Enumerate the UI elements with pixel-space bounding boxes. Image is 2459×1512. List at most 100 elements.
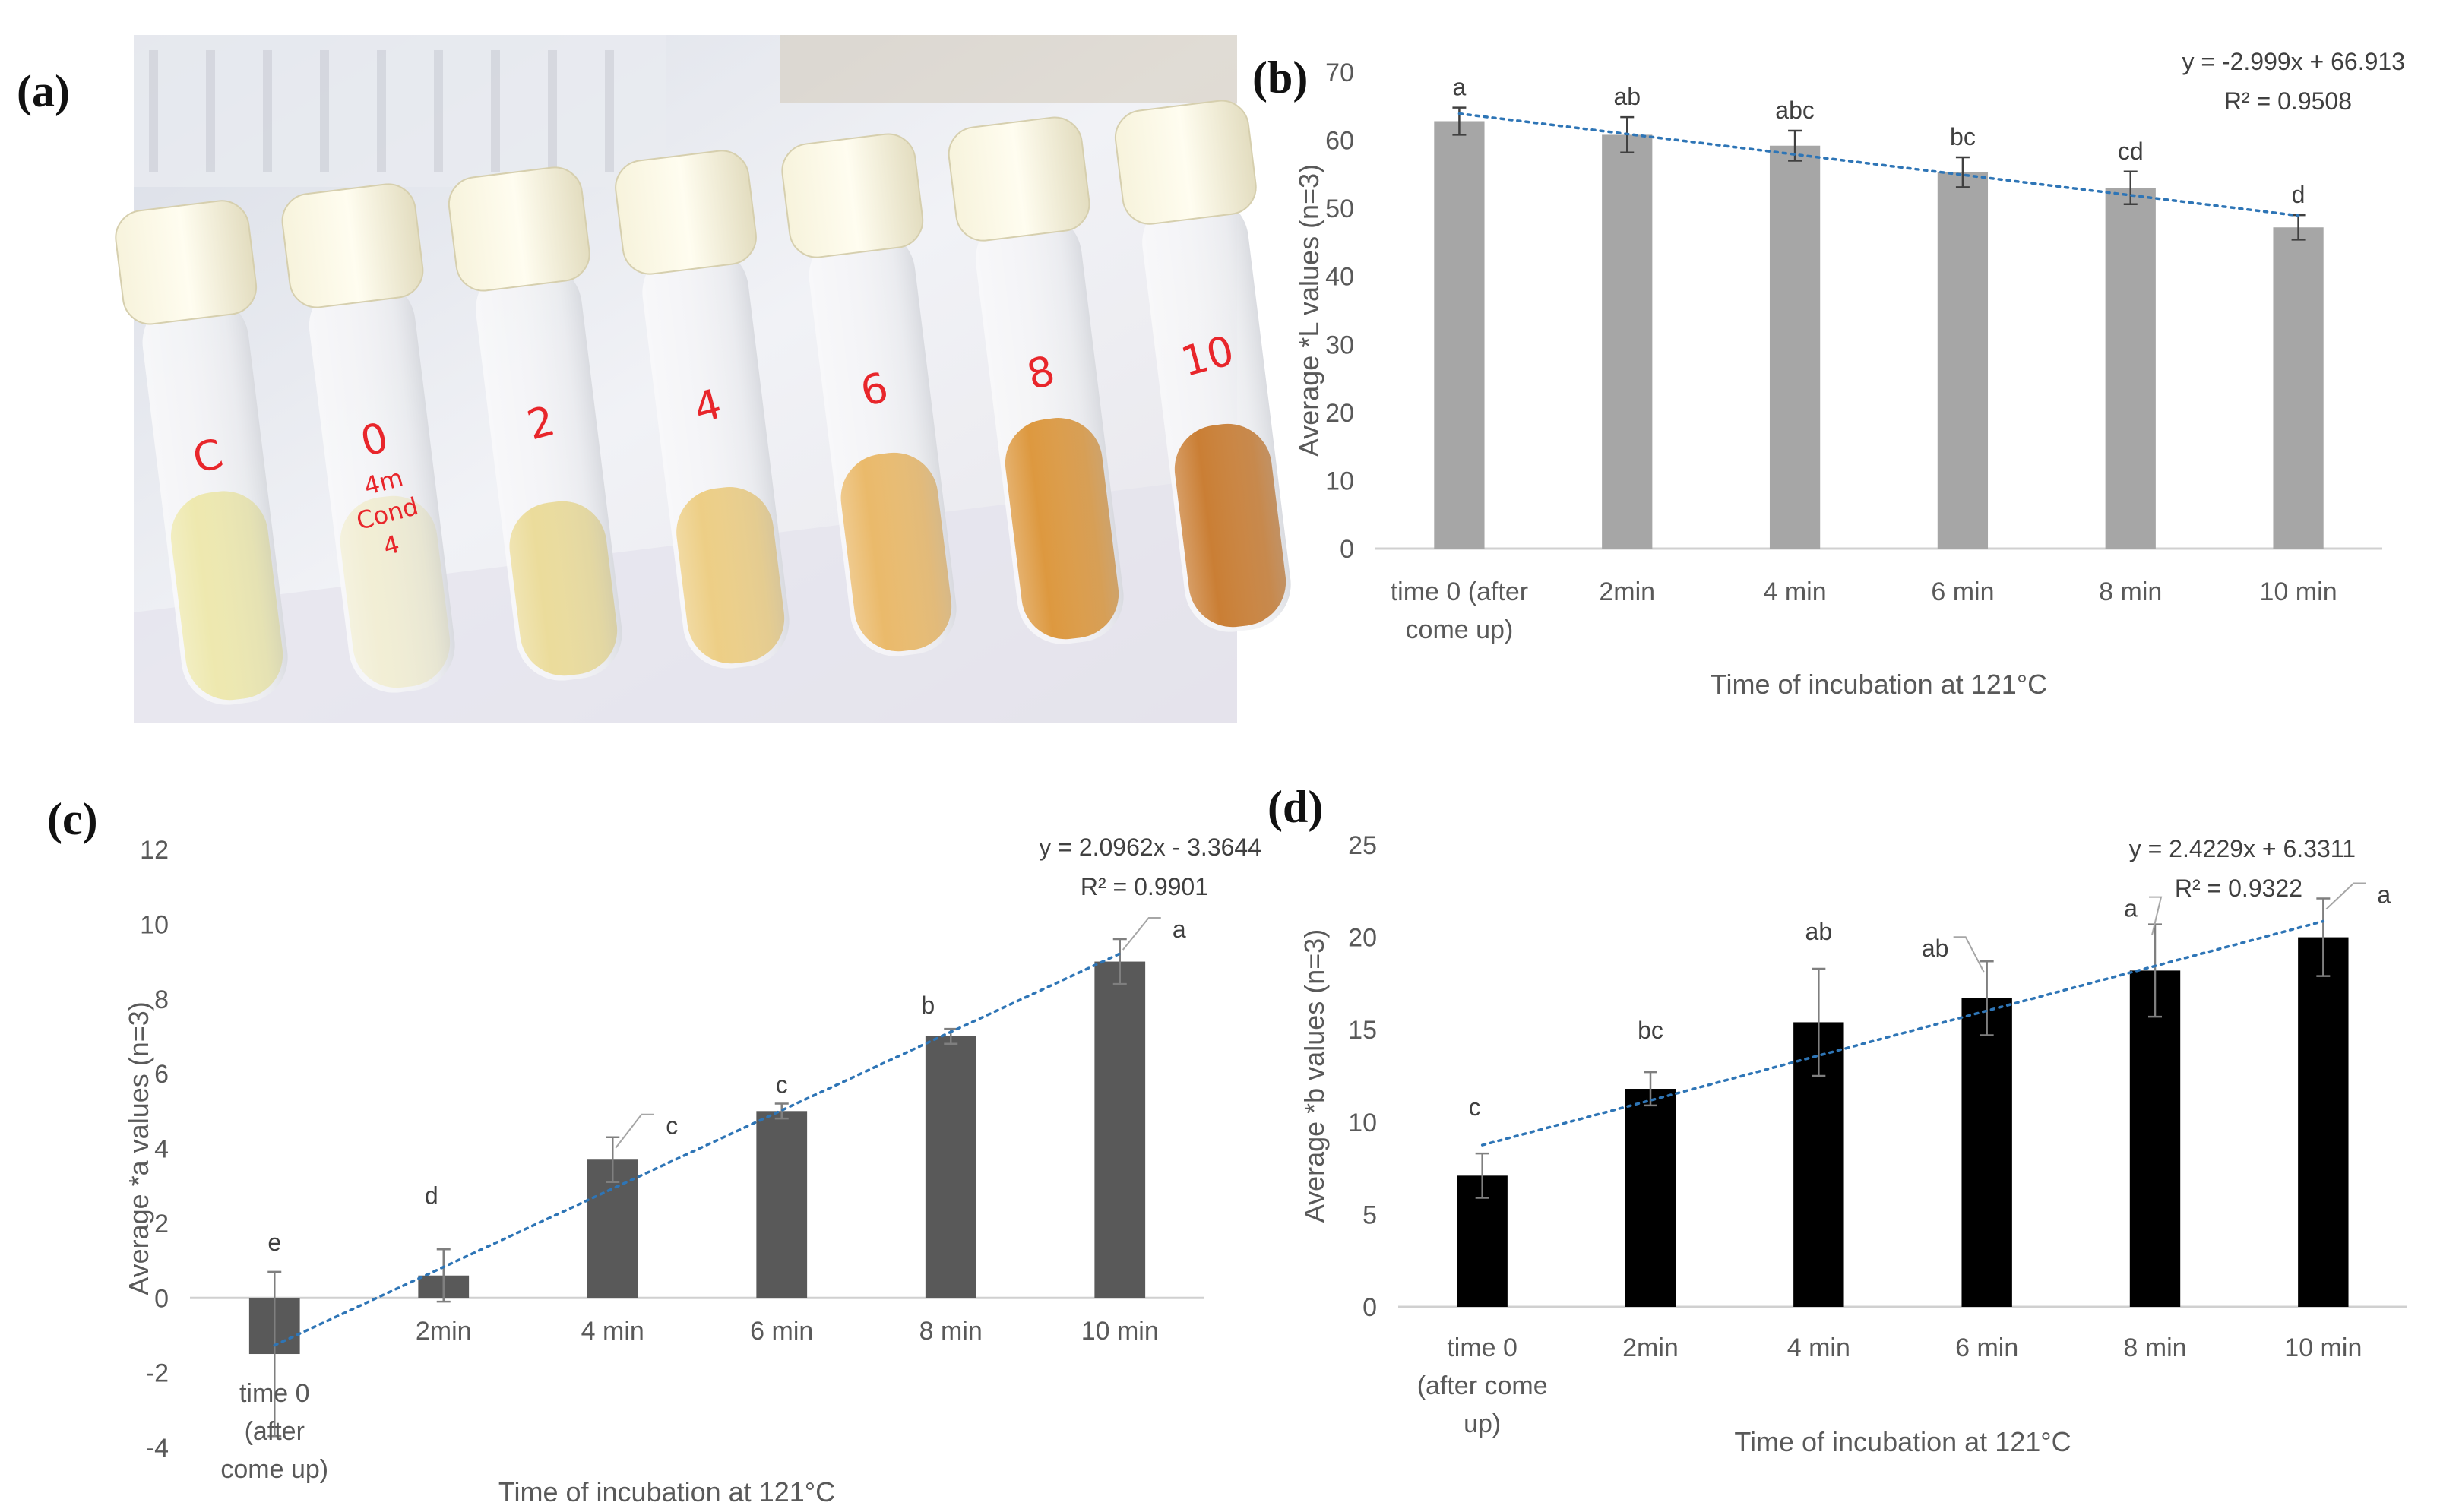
significance-letter: b [921,992,935,1019]
significance-letter: a [1453,74,1467,101]
x-axis-title: Time of incubation at 121°C [1711,669,2047,700]
significance-letter: a [2124,895,2138,922]
significance-letter: ab [1613,83,1641,110]
x-category-label: come up) [1406,615,1514,644]
x-category-label: up) [1464,1409,1501,1438]
significance-letter: d [2292,181,2306,208]
y-tick-label: 10 [140,910,169,939]
significance-letter: abc [1775,96,1815,124]
bar [1937,172,1989,549]
tube-glass-shine [975,211,1124,644]
y-axis-title: Average *a values (n=3) [123,1001,154,1295]
tube-cap [448,166,590,292]
x-category-label: 8 min [2123,1333,2186,1362]
y-tick-label: 8 [154,985,169,1014]
bar [1769,145,1821,549]
y-tick-label: 60 [1325,127,1354,156]
x-category-label: 10 min [2284,1333,2362,1362]
bar [1094,961,1146,1298]
x-axis-title: Time of incubation at 121°C [1734,1426,2071,1457]
photo-rack-bar [149,50,158,172]
x-category-label: 2min [1622,1333,1679,1362]
bar [2298,937,2349,1307]
x-category-label: 2min [416,1317,472,1346]
trendline [273,952,1122,1347]
trendline-equation: y = -2.999x + 66.913 [2182,48,2405,75]
y-tick-label: 15 [1348,1016,1377,1045]
x-category-label: 10 min [2260,577,2337,606]
x-category-label: 4 min [1764,577,1827,606]
significance-letter: ab [1922,935,1949,962]
letter-leader-line [2325,882,2366,910]
tube-cap [781,133,924,258]
y-tick-label: 10 [1348,1109,1377,1137]
chart-L-values: 0 10 20 30 40 50 60 70 a ab abc bc cd d y = -2.999x + … [1293,48,2405,700]
bar [756,1111,808,1298]
y-axis-title: Average *L values (n=3) [1293,164,1324,457]
y-tick-label: 10 [1325,467,1354,495]
significance-letter: cd [2118,138,2144,165]
test-tube: 4 [615,150,790,669]
y-tick-label: 6 [154,1060,169,1089]
x-category-label: 6 min [1955,1333,2018,1362]
panel-label-c: (c) [47,794,98,844]
x-category-label: time 0 (after [1391,577,1528,606]
tube-cap [1114,100,1257,225]
photo-rack-bar [491,50,500,172]
tube-glass-shine [476,261,622,681]
test-tube: 8 [948,116,1124,644]
y-tick-label: 0 [1340,535,1354,564]
y-tick-label: -2 [146,1359,169,1388]
test-tube: 2 [448,166,622,681]
significance-letter: ab [1805,918,1833,945]
y-tick-label: 25 [1348,831,1377,860]
tube-glass-shine [1142,195,1291,632]
photo-rack-bar [320,50,329,172]
significance-letter: a [2377,881,2391,909]
bar [1434,121,1485,549]
trendline [1480,919,2325,1147]
letter-leader-line [2149,896,2163,935]
photo-rack-bar [377,50,386,172]
photo-rack-bar [548,50,557,172]
y-tick-label: 12 [140,836,169,865]
panel-label-b: (b) [1252,52,1308,103]
y-tick-label: 20 [1348,924,1377,953]
y-tick-label: 2 [154,1210,169,1238]
chart-b-values: 0 5 10 15 20 25 c bc ab ab a a y = 2.4229x + 6.3311 R… [1299,831,2407,1457]
bar [1602,134,1653,549]
significance-letter: c [1469,1093,1481,1121]
x-category-label: (after come [1417,1371,1548,1400]
bar [925,1036,976,1298]
photo-rack-bar [434,50,443,172]
letter-leader-line [615,1113,654,1149]
x-category-label: 10 min [1081,1317,1159,1346]
photo-rack-bar [605,50,614,172]
test-tube: 6 [781,133,957,656]
y-tick-label: 40 [1325,263,1354,292]
test-tube: C [115,200,288,705]
bar [1961,998,2012,1307]
y-axis-title: Average *b values (n=3) [1299,929,1330,1223]
bar [2105,188,2156,549]
tube-cap [115,200,258,325]
x-category-label: time 0 [239,1379,310,1408]
significance-letter: bc [1950,123,1976,150]
x-category-label: (after [245,1417,305,1446]
x-category-label: 6 min [750,1317,813,1346]
y-tick-label: 30 [1325,331,1354,359]
bar [2273,227,2324,549]
x-axis-title: Time of incubation at 121°C [498,1476,835,1507]
significance-letter: bc [1638,1017,1663,1044]
bar [2129,970,2181,1307]
x-category-label: 2min [1599,577,1655,606]
chart-a-values: -4 -2 0 2 4 6 8 10 12 e d c c b a y = 2.0962x - 3.3644 R… [123,833,1261,1507]
x-category-label: time 0 [1447,1333,1517,1362]
trendline [1457,112,2300,217]
photo-rack-bar [263,50,272,172]
letter-leader-line [1122,917,1161,951]
y-tick-label: 5 [1362,1200,1377,1229]
trendline-r-squared: R² = 0.9901 [1081,873,1208,900]
